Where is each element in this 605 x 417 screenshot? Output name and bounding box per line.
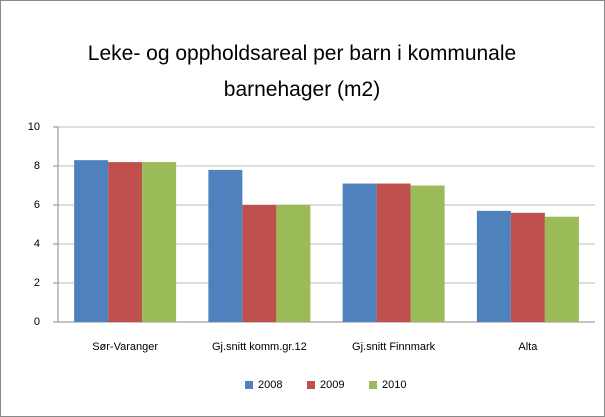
bar [242, 205, 277, 322]
y-tick-label: 0 [34, 316, 40, 328]
bar [510, 212, 545, 322]
x-tick-label: Gj.snitt komm.gr.12 [212, 341, 307, 353]
bar [142, 162, 177, 322]
y-tick-label: 6 [34, 199, 40, 211]
x-tick-label: Sør-Varanger [92, 341, 158, 353]
bar [108, 162, 143, 322]
y-tick-label: 2 [34, 277, 40, 289]
bar [376, 183, 411, 322]
bar [544, 216, 579, 322]
bar [74, 160, 109, 322]
y-tick-label: 10 [28, 121, 40, 133]
y-tick-label: 8 [34, 160, 40, 172]
legend-label: 2008 [258, 379, 282, 391]
bar [208, 169, 243, 322]
legend-label: 2010 [382, 379, 406, 391]
x-tick-label: Gj.snitt Finnmark [352, 341, 436, 353]
y-tick-label: 4 [34, 238, 40, 250]
x-tick-label: Alta [518, 341, 538, 353]
bar [410, 185, 445, 322]
bar [342, 183, 377, 322]
legend-swatch [245, 381, 253, 389]
bar [476, 210, 511, 322]
bar [276, 205, 311, 322]
legend-swatch [307, 381, 315, 389]
legend-swatch [369, 381, 377, 389]
legend-label: 2009 [320, 379, 344, 391]
chart-title: Leke- og oppholdsareal per barn i kommun… [87, 42, 517, 101]
